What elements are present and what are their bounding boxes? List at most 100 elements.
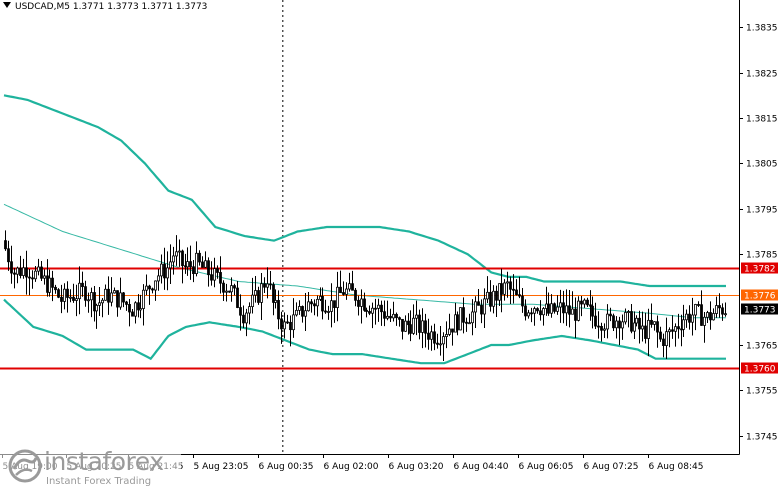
candle	[72, 283, 75, 303]
candle	[591, 296, 594, 329]
candle	[321, 287, 324, 320]
candle	[104, 284, 107, 301]
candle	[465, 317, 468, 332]
chart-header: USDCAD,M5 1.3771 1.3773 1.3771 1.3773	[3, 2, 207, 12]
candle	[627, 310, 630, 328]
current-price-label: 1.3773	[744, 306, 776, 316]
candle	[357, 295, 360, 316]
candle	[583, 298, 586, 308]
candle	[650, 303, 653, 328]
candle	[624, 308, 627, 325]
candle	[630, 303, 633, 334]
candle	[178, 239, 181, 267]
candle	[374, 298, 377, 325]
candle	[330, 283, 333, 328]
candle	[383, 300, 386, 327]
candle	[233, 283, 236, 296]
candle	[10, 245, 13, 284]
candle	[436, 333, 439, 349]
candle	[495, 285, 498, 317]
caret-down-icon[interactable]	[3, 2, 11, 8]
candle	[236, 280, 239, 309]
candle	[480, 299, 483, 324]
lower-envelope-line	[3, 298, 726, 365]
candle	[703, 311, 706, 343]
candle	[459, 307, 462, 331]
candle	[539, 300, 542, 321]
candle	[609, 307, 612, 322]
candle	[521, 288, 524, 313]
candle	[316, 295, 319, 317]
instaforex-globe-icon	[8, 449, 42, 483]
candle	[101, 297, 104, 318]
candle	[448, 313, 451, 337]
candle	[339, 270, 342, 293]
candle	[189, 245, 192, 280]
candle	[668, 327, 671, 348]
candle	[28, 268, 31, 296]
candle	[724, 302, 727, 317]
candle	[145, 274, 148, 296]
candle	[142, 284, 145, 326]
candle	[477, 289, 480, 306]
x-tick-label: 6 Aug 03:20	[389, 462, 444, 472]
candle	[242, 305, 245, 328]
candle	[647, 308, 650, 357]
candle	[671, 315, 674, 339]
candle	[110, 277, 113, 307]
candle	[445, 321, 448, 349]
candle	[694, 303, 697, 331]
candle	[22, 258, 25, 279]
candle	[272, 282, 275, 316]
candle	[201, 256, 204, 268]
candle	[486, 276, 489, 304]
candle	[166, 251, 169, 291]
candle	[371, 302, 374, 329]
candle	[427, 318, 430, 350]
candle	[354, 288, 357, 307]
candle	[550, 294, 553, 318]
candle	[148, 284, 151, 305]
candle	[195, 241, 198, 277]
candle	[442, 332, 445, 362]
candle	[310, 299, 313, 313]
candle	[512, 274, 515, 304]
candle	[606, 304, 609, 339]
level-price-label: 1.3776	[744, 292, 776, 302]
candle	[530, 307, 533, 323]
ohlc-values: 1.3771 1.3773 1.3771 1.3773	[72, 2, 208, 12]
candle	[424, 313, 427, 348]
level-price-box	[741, 289, 778, 301]
candle	[641, 311, 644, 342]
candle	[269, 271, 272, 290]
candle	[239, 294, 242, 331]
candle	[60, 284, 63, 314]
candle	[327, 305, 330, 320]
candle	[515, 279, 518, 296]
candle	[19, 255, 22, 279]
candle	[568, 289, 571, 328]
candle	[134, 301, 137, 324]
x-tick-label: 6 Aug 02:00	[324, 462, 379, 472]
candle	[662, 333, 665, 358]
candle	[659, 326, 662, 342]
candle	[415, 300, 418, 336]
candle	[565, 289, 568, 326]
candle	[78, 266, 81, 315]
candle	[289, 315, 292, 347]
candle	[421, 308, 424, 349]
candle	[580, 296, 583, 317]
candle	[395, 312, 398, 326]
candle	[633, 311, 636, 339]
candle	[251, 277, 254, 314]
candle	[697, 301, 700, 307]
candle	[95, 303, 98, 329]
logo-tagline: Instant Forex Trading	[46, 476, 152, 487]
candle	[198, 250, 201, 266]
candle	[559, 289, 562, 323]
candle	[439, 326, 442, 356]
candle	[653, 321, 656, 331]
candle	[172, 246, 175, 275]
candle	[131, 308, 134, 317]
candle	[682, 304, 685, 338]
